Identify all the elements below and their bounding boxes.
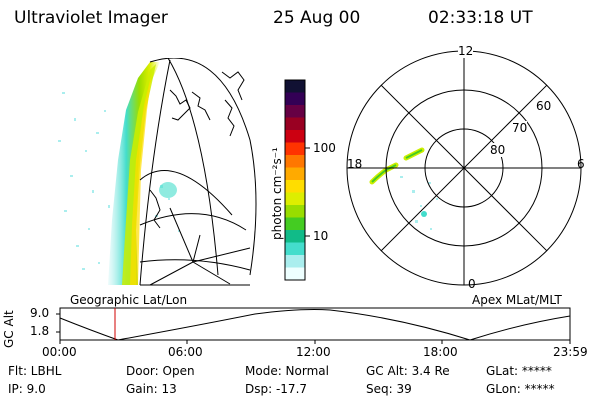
glat-info: GLat: *****	[486, 364, 552, 378]
colorbar-segment	[285, 205, 305, 218]
ip-info: IP: 9.0	[8, 382, 46, 396]
mlt-label-6: 6	[577, 157, 585, 171]
colorbar-frame	[284, 79, 306, 281]
dsp-info: Dsp: -17.7	[245, 382, 308, 396]
altitude-curve	[59, 309, 571, 341]
colorbar-segment	[285, 80, 305, 93]
mlt-label-12: 12	[458, 44, 474, 58]
filter-info: Flt: LBHL	[8, 364, 62, 378]
mlt-label-0: 0	[468, 277, 476, 291]
colorbar-segment	[285, 117, 305, 131]
polar-grid	[346, 50, 582, 286]
time-label: 02:33:18 UT	[428, 8, 533, 28]
colorbar-segment	[285, 192, 305, 206]
colorbar	[285, 80, 305, 281]
polar-image	[369, 147, 438, 230]
altitude-ylabel: GC Alt	[2, 310, 16, 348]
door-info: Door: Open	[126, 364, 195, 378]
colorbar-segment	[285, 92, 305, 106]
seq-info: Seq: 39	[366, 382, 412, 396]
cyan-patch	[159, 182, 177, 198]
lat-label-80: 80	[490, 143, 506, 157]
altitude-xtick: 18:00	[423, 345, 458, 359]
colorbar-segment	[285, 167, 305, 181]
colorbar-segment	[285, 255, 305, 268]
altitude-xtick: 00:00	[42, 345, 77, 359]
altitude-xtick: 12:00	[296, 345, 331, 359]
gc-alt-info: GC Alt: 3.4 Re	[366, 364, 450, 378]
colorbar-segment	[285, 217, 305, 231]
altitude-ytick-1.8: 1.8	[30, 324, 50, 338]
mlt-label-18: 18	[347, 157, 363, 171]
geographic-image	[58, 58, 257, 286]
instrument-title: Ultraviolet Imager	[14, 8, 168, 28]
mode-info: Mode: Normal	[245, 364, 329, 378]
coastlines	[149, 71, 245, 229]
colorbar-tick-10: 10	[313, 229, 329, 243]
altitude-xtick: 23:59	[553, 345, 588, 359]
colorbar-segment	[285, 155, 305, 168]
right-panel-caption: Apex MLat/MLT	[472, 293, 562, 307]
colorbar-segment	[285, 130, 305, 143]
glon-info: GLon: *****	[486, 382, 555, 396]
colorbar-segment	[285, 242, 305, 256]
left-panel-caption: Geographic Lat/Lon	[70, 293, 188, 307]
colorbar-segment	[285, 142, 305, 156]
altitude-ytick-9: 9.0	[30, 306, 50, 320]
altitude-plot	[56, 307, 571, 344]
colorbar-segment	[285, 180, 305, 193]
colorbar-unit-label: photon cm⁻²s⁻¹	[270, 147, 284, 240]
date-label: 25 Aug 00	[273, 8, 361, 28]
colorbar-segment	[285, 230, 305, 243]
altitude-xtick: 06:00	[168, 345, 203, 359]
colorbar-tick-100: 100	[313, 141, 336, 155]
polar-plot	[346, 50, 582, 286]
gain-info: Gain: 13	[126, 382, 177, 396]
colorbar-segment	[285, 267, 305, 281]
lat-label-70: 70	[512, 121, 528, 135]
lat-label-60: 60	[536, 99, 552, 113]
colorbar-segment	[285, 105, 305, 118]
lat-lon-grid	[139, 58, 257, 286]
